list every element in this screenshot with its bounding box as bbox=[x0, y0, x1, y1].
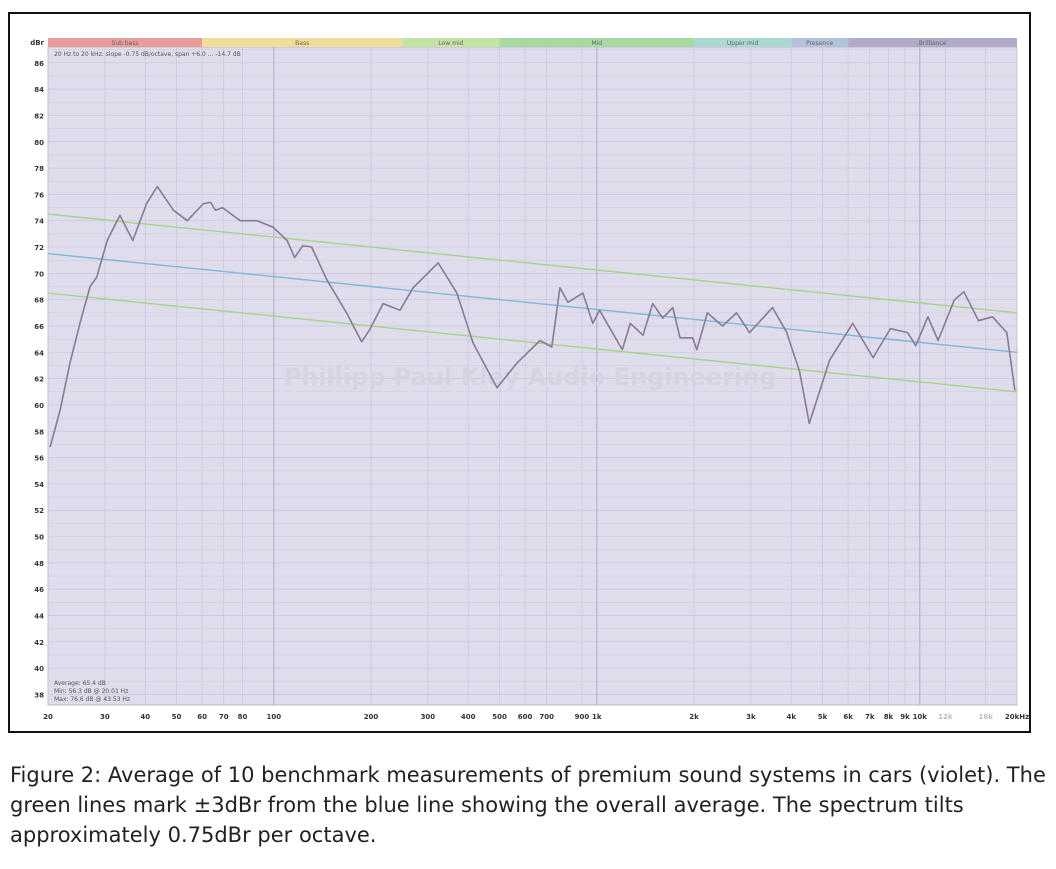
y-tick-label: 68 bbox=[34, 297, 44, 305]
x-tick-label: 10k bbox=[913, 713, 928, 721]
y-tick-label: 82 bbox=[34, 112, 44, 120]
y-tick-label: 64 bbox=[34, 349, 44, 357]
y-tick-label: 44 bbox=[34, 613, 44, 621]
y-tick-label: 72 bbox=[34, 244, 44, 252]
y-tick-label: 60 bbox=[34, 402, 44, 410]
stats-text: Average: 65.4 dB bbox=[54, 680, 106, 687]
y-tick-label: 74 bbox=[34, 218, 44, 226]
x-tick-label: 30 bbox=[100, 713, 110, 721]
band-label: Upper mid bbox=[727, 40, 759, 47]
band-label: Sub bass bbox=[112, 40, 139, 47]
x-tick-label: 70 bbox=[219, 713, 229, 721]
band-low-mid bbox=[402, 38, 500, 47]
y-tick-label: 86 bbox=[34, 60, 44, 68]
x-tick-label: 5k bbox=[818, 713, 828, 721]
y-tick-label: 70 bbox=[34, 270, 44, 278]
x-tick-label: 3k bbox=[746, 713, 756, 721]
band-presence bbox=[791, 38, 849, 47]
y-tick-label: 76 bbox=[34, 191, 44, 199]
x-tick-label: 50 bbox=[172, 713, 182, 721]
stats-text: Max: 76.6 dB @ 43.53 Hz bbox=[54, 696, 130, 703]
band-label: Presence bbox=[806, 40, 833, 47]
frequency-response-chart: 20 30 40 50 60 70 80 100 200 300 400 500 600 700 900 1k… bbox=[30, 38, 1029, 721]
x-tick-label: 12k bbox=[938, 713, 953, 721]
band-bass bbox=[202, 38, 403, 47]
band-mid bbox=[499, 38, 694, 47]
y-tick-label: 80 bbox=[34, 139, 44, 147]
stats-text: Min: 56.3 dB @ 20.01 Hz bbox=[54, 688, 128, 695]
y-tick-label: 38 bbox=[34, 691, 44, 699]
y-tick-label: 50 bbox=[34, 534, 44, 542]
y-tick-label: 40 bbox=[34, 665, 44, 673]
x-tick-label: 200 bbox=[364, 713, 379, 721]
info-text: 20 Hz to 20 kHz: slope -0.75 dB/octave, … bbox=[54, 51, 241, 58]
x-tick-label: 900 bbox=[575, 713, 590, 721]
x-tick-label: 7k bbox=[865, 713, 875, 721]
x-tick-label: 4k bbox=[786, 713, 796, 721]
x-tick-label: 400 bbox=[461, 713, 476, 721]
band-label: Brilliance bbox=[919, 40, 947, 47]
x-tick-label: 500 bbox=[492, 713, 507, 721]
band-brilliance bbox=[848, 38, 1017, 47]
y-tick-label: 56 bbox=[34, 455, 44, 463]
y-tick-label: 58 bbox=[34, 428, 44, 436]
y-tick-label: 46 bbox=[34, 586, 44, 594]
figure-caption: Figure 2: Average of 10 benchmark measur… bbox=[10, 763, 1046, 847]
y-tick-label: 42 bbox=[34, 639, 44, 647]
band-label: Bass bbox=[295, 40, 309, 47]
band-upper-mid bbox=[694, 38, 792, 47]
x-tick-label: 100 bbox=[266, 713, 281, 721]
y-tick-label: 48 bbox=[34, 560, 44, 568]
x-tick-label: 300 bbox=[421, 713, 436, 721]
series-line bbox=[47, 292, 1018, 393]
y-tick-label: 78 bbox=[34, 165, 44, 173]
x-tick-label: 8k bbox=[884, 713, 894, 721]
x-tick-label: 9k bbox=[900, 713, 910, 721]
y-tick-label: 62 bbox=[34, 376, 44, 384]
x-tick-label: 1k bbox=[592, 713, 602, 721]
band-sub-bass bbox=[48, 38, 203, 47]
x-tick-label: 20kHz bbox=[1005, 713, 1029, 721]
x-tick-label: 700 bbox=[539, 713, 554, 721]
y-tick-label: 54 bbox=[34, 481, 44, 489]
band-label: Low mid bbox=[438, 40, 463, 47]
x-tick-label: 40 bbox=[140, 713, 150, 721]
x-tick-label: 60 bbox=[197, 713, 207, 721]
x-tick-label: 20 bbox=[43, 713, 53, 721]
x-tick-label: 2k bbox=[689, 713, 699, 721]
series-line bbox=[47, 252, 1018, 353]
series-line bbox=[47, 213, 1018, 314]
y-tick-label: 52 bbox=[34, 507, 44, 515]
band-label: Mid bbox=[591, 40, 602, 47]
x-tick-label: 16k bbox=[978, 713, 993, 721]
x-tick-label: 600 bbox=[518, 713, 533, 721]
x-tick-label: 80 bbox=[238, 713, 248, 721]
watermark: Phillipp Paul Kley Audio Engineering bbox=[284, 363, 777, 391]
y-tick-label: 66 bbox=[34, 323, 44, 331]
x-tick-label: 6k bbox=[843, 713, 853, 721]
series-line bbox=[49, 185, 1016, 448]
y-axis-unit: dBr bbox=[30, 39, 44, 47]
y-tick-label: 84 bbox=[34, 86, 44, 94]
